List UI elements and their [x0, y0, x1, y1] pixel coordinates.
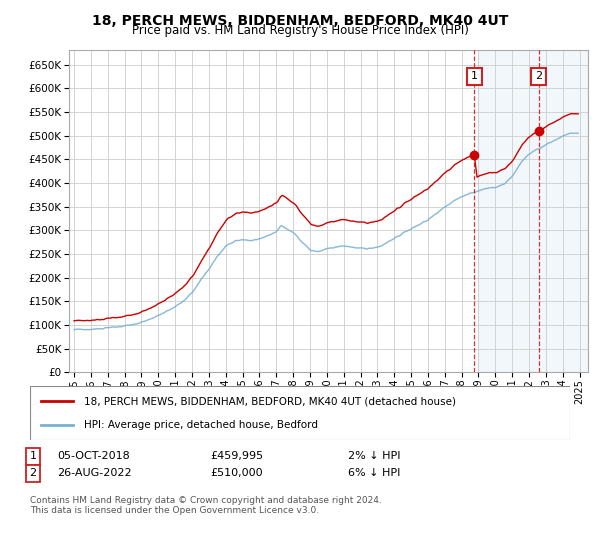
Text: £510,000: £510,000 [210, 468, 263, 478]
Text: 1: 1 [471, 72, 478, 81]
Text: 1: 1 [29, 451, 37, 461]
Text: Contains HM Land Registry data © Crown copyright and database right 2024.
This d: Contains HM Land Registry data © Crown c… [30, 496, 382, 515]
Text: £459,995: £459,995 [210, 451, 263, 461]
Text: 26-AUG-2022: 26-AUG-2022 [57, 468, 131, 478]
FancyBboxPatch shape [30, 386, 570, 440]
Text: 05-OCT-2018: 05-OCT-2018 [57, 451, 130, 461]
Text: 18, PERCH MEWS, BIDDENHAM, BEDFORD, MK40 4UT: 18, PERCH MEWS, BIDDENHAM, BEDFORD, MK40… [92, 14, 508, 28]
Text: 18, PERCH MEWS, BIDDENHAM, BEDFORD, MK40 4UT (detached house): 18, PERCH MEWS, BIDDENHAM, BEDFORD, MK40… [84, 396, 456, 407]
Text: 2: 2 [29, 468, 37, 478]
Text: 2% ↓ HPI: 2% ↓ HPI [348, 451, 401, 461]
Text: HPI: Average price, detached house, Bedford: HPI: Average price, detached house, Bedf… [84, 419, 318, 430]
Text: Price paid vs. HM Land Registry's House Price Index (HPI): Price paid vs. HM Land Registry's House … [131, 24, 469, 37]
Text: 2: 2 [535, 72, 542, 81]
Text: 6% ↓ HPI: 6% ↓ HPI [348, 468, 400, 478]
Bar [478, 50, 588, 372]
